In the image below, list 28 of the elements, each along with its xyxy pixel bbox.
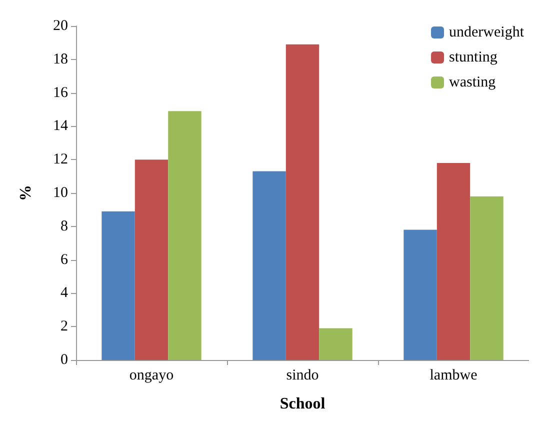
x-axis-title: School bbox=[280, 396, 326, 412]
y-tick-label: 4 bbox=[60, 285, 68, 302]
bar bbox=[404, 230, 437, 360]
legend-label: underweight bbox=[449, 24, 525, 40]
bar bbox=[470, 196, 504, 360]
bar bbox=[319, 328, 352, 360]
bar bbox=[436, 162, 470, 360]
bar bbox=[168, 111, 202, 360]
bar bbox=[102, 211, 135, 360]
y-tick-label: 8 bbox=[60, 218, 68, 234]
x-tick-label: ongayo bbox=[129, 368, 174, 384]
bar bbox=[252, 171, 286, 360]
y-tick-label: 0 bbox=[60, 352, 68, 368]
bar bbox=[134, 160, 168, 360]
y-tick-label: 12 bbox=[53, 152, 68, 168]
x-tick-label: lambwe bbox=[430, 368, 478, 384]
y-axis-title: % bbox=[18, 185, 34, 201]
y-tick-label: 18 bbox=[53, 51, 68, 68]
y-tick-label: 14 bbox=[53, 118, 68, 134]
y-tick-label: 20 bbox=[53, 18, 68, 34]
legend-label: wasting bbox=[449, 74, 496, 90]
y-tick-label: 2 bbox=[60, 318, 68, 335]
y-tick-label: 6 bbox=[60, 252, 68, 268]
legend-label: stunting bbox=[449, 50, 498, 66]
y-tick-label: 16 bbox=[53, 84, 68, 101]
y-tick-label: 10 bbox=[53, 185, 68, 201]
x-tick-label: sindo bbox=[286, 368, 319, 384]
bar bbox=[286, 44, 320, 360]
